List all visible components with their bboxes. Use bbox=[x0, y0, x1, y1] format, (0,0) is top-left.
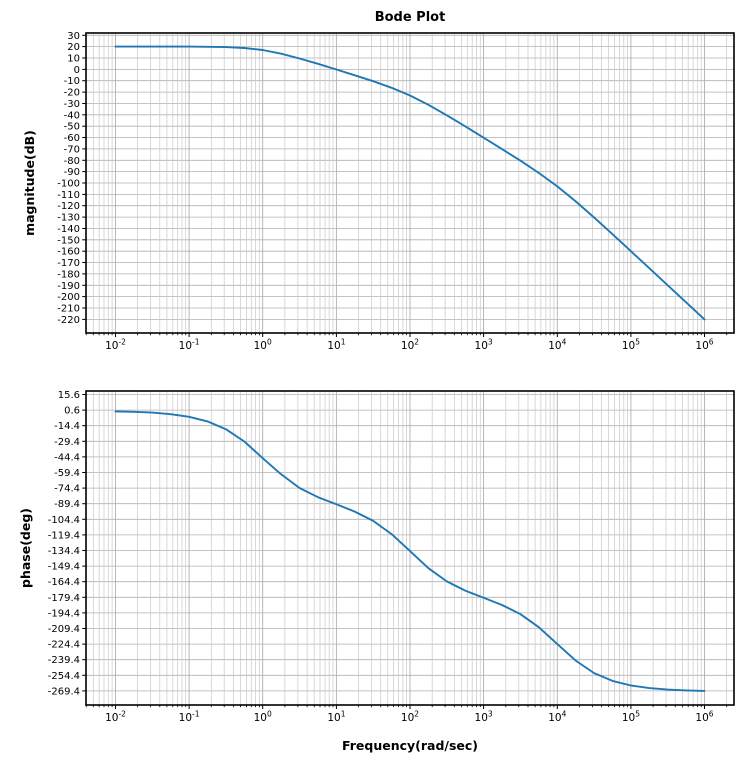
y-tick-label: 0.6 bbox=[64, 406, 80, 417]
x-tick-label: 106 bbox=[695, 710, 713, 725]
y-tick-label: -119.4 bbox=[48, 530, 80, 541]
y-tick-label: -170 bbox=[57, 258, 80, 269]
y-tick-label: 15.6 bbox=[58, 390, 80, 401]
y-tick-label: -194.4 bbox=[48, 608, 80, 619]
x-tick-label: 102 bbox=[401, 338, 419, 353]
magnitude-y-axis-label: magnitude(dB) bbox=[22, 130, 37, 236]
x-tick-label: 100 bbox=[254, 710, 272, 725]
y-tick-label: -150 bbox=[57, 235, 80, 246]
x-tick-label: 106 bbox=[695, 338, 713, 353]
x-tick-label: 105 bbox=[622, 338, 640, 353]
y-tick-label: -44.4 bbox=[54, 452, 80, 463]
x-tick-label: 10-1 bbox=[179, 338, 200, 353]
y-tick-label: -134.4 bbox=[48, 546, 80, 557]
y-tick-label: -14.4 bbox=[54, 421, 80, 432]
y-tick-label: -130 bbox=[57, 213, 80, 224]
magnitude-axes-spine bbox=[85, 32, 735, 334]
x-tick-label: 101 bbox=[327, 710, 345, 725]
y-tick-label: -269.4 bbox=[48, 686, 80, 697]
phase-axes-spine bbox=[85, 390, 735, 706]
x-tick-label: 10-1 bbox=[179, 710, 200, 725]
y-tick-label: -59.4 bbox=[54, 468, 80, 479]
y-tick-label: -210 bbox=[57, 304, 80, 315]
x-tick-label: 105 bbox=[622, 710, 640, 725]
magnitude-axes: 10-2 10-1 100 101 102 103 104 105 1063020100-10-… bbox=[57, 31, 735, 353]
y-tick-label: -50 bbox=[64, 122, 80, 133]
x-tick-label: 103 bbox=[475, 710, 493, 725]
y-tick-label: -60 bbox=[64, 133, 80, 144]
y-tick-label: -209.4 bbox=[48, 624, 80, 635]
y-tick-label: -89.4 bbox=[54, 499, 80, 510]
y-tick-label: 0 bbox=[74, 65, 80, 76]
y-tick-label: -30 bbox=[64, 99, 80, 110]
x-tick-label: 101 bbox=[327, 338, 345, 353]
y-tick-label: -140 bbox=[57, 224, 80, 235]
y-tick-label: -104.4 bbox=[48, 515, 80, 526]
x-tick-label: 100 bbox=[254, 338, 272, 353]
y-tick-label: -180 bbox=[57, 269, 80, 280]
x-tick-label: 102 bbox=[401, 710, 419, 725]
x-tick-label: 104 bbox=[548, 338, 566, 353]
y-tick-label: -100 bbox=[57, 179, 80, 190]
x-tick-label: 10-2 bbox=[105, 338, 126, 353]
y-tick-label: -239.4 bbox=[48, 655, 80, 666]
y-tick-label: -179.4 bbox=[48, 593, 80, 604]
frequency-x-axis-label: Frequency(rad/sec) bbox=[341, 738, 479, 753]
y-tick-label: -20 bbox=[64, 88, 80, 99]
y-tick-label: -40 bbox=[64, 110, 80, 121]
phase-axes: 10-2 10-1 100 101 102 103 104 105 106 15.6 0.6 -14.… bbox=[48, 390, 735, 725]
y-tick-label: -80 bbox=[64, 156, 80, 167]
y-tick-label: -120 bbox=[57, 201, 80, 212]
x-tick-label: 10-2 bbox=[105, 710, 126, 725]
y-tick-label: -149.4 bbox=[48, 562, 80, 573]
y-tick-label: -74.4 bbox=[54, 484, 80, 495]
magnitude-curve bbox=[114, 45, 706, 321]
y-tick-label: 30 bbox=[67, 31, 80, 42]
y-tick-label: -200 bbox=[57, 292, 80, 303]
y-tick-label: -190 bbox=[57, 281, 80, 292]
plot-title: Bode Plot bbox=[374, 10, 446, 25]
x-tick-label: 103 bbox=[475, 338, 493, 353]
y-tick-label: -110 bbox=[57, 190, 80, 201]
y-tick-label: -160 bbox=[57, 247, 80, 258]
y-tick-label: -70 bbox=[64, 144, 80, 155]
y-tick-label: 20 bbox=[67, 42, 80, 53]
x-tick-label: 104 bbox=[548, 710, 566, 725]
y-tick-label: -254.4 bbox=[48, 671, 80, 682]
y-tick-label: -164.4 bbox=[48, 577, 80, 588]
y-tick-label: -90 bbox=[64, 167, 80, 178]
y-tick-label: -224.4 bbox=[48, 640, 80, 651]
phase-curve bbox=[114, 410, 706, 692]
phase-y-axis-label: phase(deg) bbox=[18, 508, 33, 588]
y-tick-label: -29.4 bbox=[54, 437, 80, 448]
y-tick-label: 10 bbox=[67, 54, 80, 65]
y-tick-label: -220 bbox=[57, 315, 80, 326]
y-tick-label: -10 bbox=[64, 76, 80, 87]
